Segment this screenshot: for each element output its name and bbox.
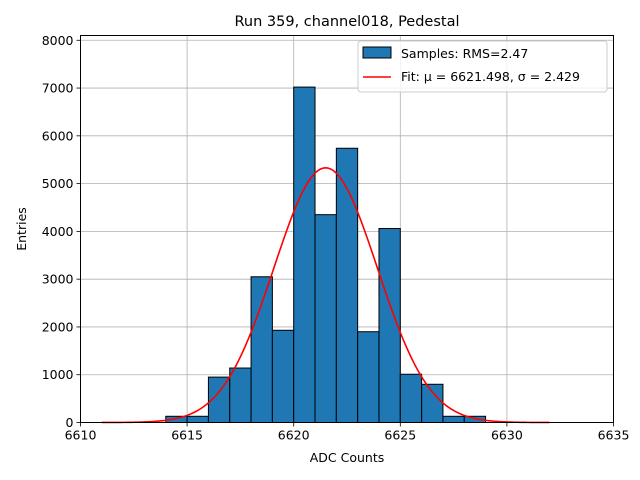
histogram-bar-1 [186,415,209,423]
x-tick-label-4: 6630 [491,428,523,443]
legend: Samples: RMS=2.47 Fit: μ = 6621.498, σ =… [357,40,608,93]
legend-label-fit: Fit: μ = 6621.498, σ = 2.429 [401,69,580,84]
fit-curve [101,167,550,424]
y-tick-label-0: 0 [66,415,74,430]
histogram-bar-6 [293,86,316,423]
y-tick-label-7: 7000 [42,81,74,96]
legend-swatch-samples [362,46,392,59]
x-tick-label-3: 6625 [384,428,416,443]
plot-frame [80,35,614,423]
chart-title: Run 359, channel018, Pedestal [234,14,459,30]
y-tick-label-4: 4000 [42,224,74,239]
histogram-bar-7 [314,214,337,423]
histogram-bar-11 [399,373,423,423]
histogram-bar-4 [250,276,273,423]
legend-label-samples: Samples: RMS=2.47 [401,46,528,61]
y-tick-label-5: 5000 [42,176,74,191]
y-tick-label-6: 6000 [42,128,74,143]
histogram-bar-12 [421,383,444,423]
histogram-bar-13 [442,415,465,423]
x-tick-label-1: 6615 [171,428,203,443]
y-tick-label-1: 1000 [42,367,74,382]
y-tick-label-8: 8000 [42,33,74,48]
histogram-bar-3 [229,367,252,423]
y-axis-ticks: 0 1000 2000 3000 4000 5000 6000 7000 8000 [42,33,81,430]
y-axis-label: Entries [14,207,29,251]
x-tick-label-5: 6635 [598,428,630,443]
y-tick-label-2: 2000 [42,319,74,334]
histogram-bar-9 [357,331,380,424]
x-tick-label-2: 6620 [278,428,310,443]
x-axis-ticks: 6610 6615 6620 6625 6630 6635 [65,422,630,443]
histogram-bar-5 [271,329,295,423]
histogram-bars [165,86,487,424]
x-axis-label: ADC Counts [310,450,385,465]
x-tick-label-0: 6610 [65,428,97,443]
legend-box [357,40,608,93]
y-tick-label-3: 3000 [42,272,74,287]
